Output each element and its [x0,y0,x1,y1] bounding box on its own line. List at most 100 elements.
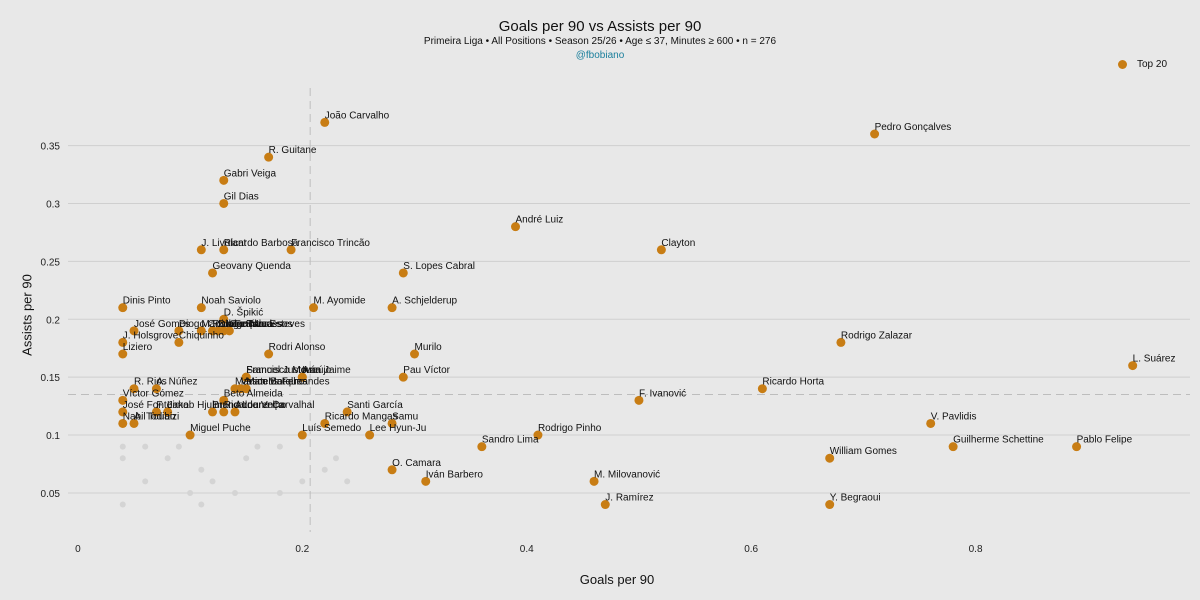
data-point-label: Víctor Gómez [123,388,184,399]
data-point-label: Ricardo Mangas [325,411,398,422]
data-point [634,395,644,405]
data-point [387,418,397,428]
data-point-label: Liziero [123,342,153,353]
data-point-label: Clayton [661,238,695,249]
data-point-label: V. Pavlidis [931,411,977,422]
data-point-label: D. Špikić [224,305,263,318]
data-point-label: R. Guitane [269,145,317,156]
data-point [151,407,161,417]
data-point [219,314,229,324]
gridlines [68,145,1190,494]
background-point [332,455,339,462]
data-point [163,407,173,417]
background-point [321,466,328,473]
background-point [198,501,205,508]
data-point [511,222,521,232]
y-tick-label: 0.15 [41,373,61,384]
data-point [600,500,610,510]
data-point-label: Mateus Fernandes [246,377,329,388]
data-point-label: André Luiz [516,215,564,226]
data-point-label: Vasco Botelho [241,377,305,388]
legend: Top 20 [1118,59,1167,70]
data-point [533,430,543,440]
data-point [870,129,880,139]
background-point [231,489,238,496]
x-tick-label: 0 [75,544,81,555]
data-point-label: Pablo Felipe [1077,435,1133,446]
x-axis-label: Goals per 90 [579,572,655,587]
data-point-label: Gonçalo Esteves [229,319,305,330]
data-point-label: Samu [392,411,418,422]
data-point [118,407,128,417]
data-point [398,268,408,278]
data-point-label: Jota Silva [224,319,268,330]
axis-ticks: 0.05 0.1 0.15 0.2 0.25 0.3 0.35 0 0.2 0.4 0.6 0.8 [41,142,983,555]
background-point [175,443,182,450]
y-tick-label: 0.3 [46,199,60,210]
data-point [118,303,128,313]
data-point [589,476,599,486]
background-point [299,478,306,485]
x-tick-label: 0.6 [744,544,758,555]
data-point-label: Guilherme Schettine [953,435,1044,446]
data-point [825,500,835,510]
data-point-label: M. Milovanović [594,469,660,480]
data-point-label: Francisco Trincão [291,238,370,249]
data-point [129,326,139,336]
data-point-label: S. Lopes Cabral [403,261,475,272]
data-point [477,442,487,452]
data-point-label: Adriano Carvalhal [235,400,315,411]
data-point [118,418,128,428]
data-point-label: J. Holsgrove [123,330,179,341]
data-point-label: Diogo Costa [179,319,234,330]
data-point [174,326,184,336]
data-point [219,198,229,208]
background-point [209,478,216,485]
background-point [142,443,149,450]
data-point [387,465,397,475]
data-point-label: Nabil Touaizi [123,411,180,422]
data-point-label: O. Camara [392,458,441,469]
data-point [196,303,206,313]
chart-title: Goals per 90 vs Assists per 90 [498,18,702,35]
data-point-label: Miguel Puche [190,423,251,434]
author-handle[interactable]: @fbobiano [575,50,625,61]
data-point [926,418,936,428]
data-point [129,384,139,394]
data-point-label: Sandro Lima [482,435,539,446]
data-point [219,245,229,255]
data-point-label: Pedro Gonçalves [875,122,952,133]
data-point [387,303,397,313]
chart-subtitle: Primeira Liga • All Positions • Season 2… [423,36,777,47]
data-point-label: L. Suárez [1133,354,1176,365]
data-point-label: A. Todibo [134,411,176,422]
background-point [142,478,149,485]
data-point [421,476,431,486]
data-point [196,245,206,255]
data-point-label: Geovany Quenda [213,261,292,272]
background-point [119,455,126,462]
y-axis-label: Assists per 90 [19,274,35,356]
data-point-label: Pau Víctor [403,365,450,376]
data-point-label: Diogo Travassos [218,319,292,330]
data-point-label: Murilo [415,342,443,353]
highlighted-points [118,117,1138,510]
data-point-label: Y. Begraoui [830,493,881,504]
data-point [241,384,251,394]
data-point [118,395,128,405]
data-point [151,384,161,394]
data-point-label: Araújo [302,365,331,376]
background-point [276,489,283,496]
data-point-label: A. Schjelderup [392,296,457,307]
y-tick-label: 0.2 [46,315,60,326]
background-point [187,489,194,496]
background-point [198,466,205,473]
data-point-label: A. Núñez [156,377,197,388]
y-tick-label: 0.25 [41,257,61,268]
data-point [410,349,420,359]
data-point-label: Iván Barbero [426,469,484,480]
data-point [297,372,307,382]
data-point [219,407,229,417]
data-point [185,430,195,440]
